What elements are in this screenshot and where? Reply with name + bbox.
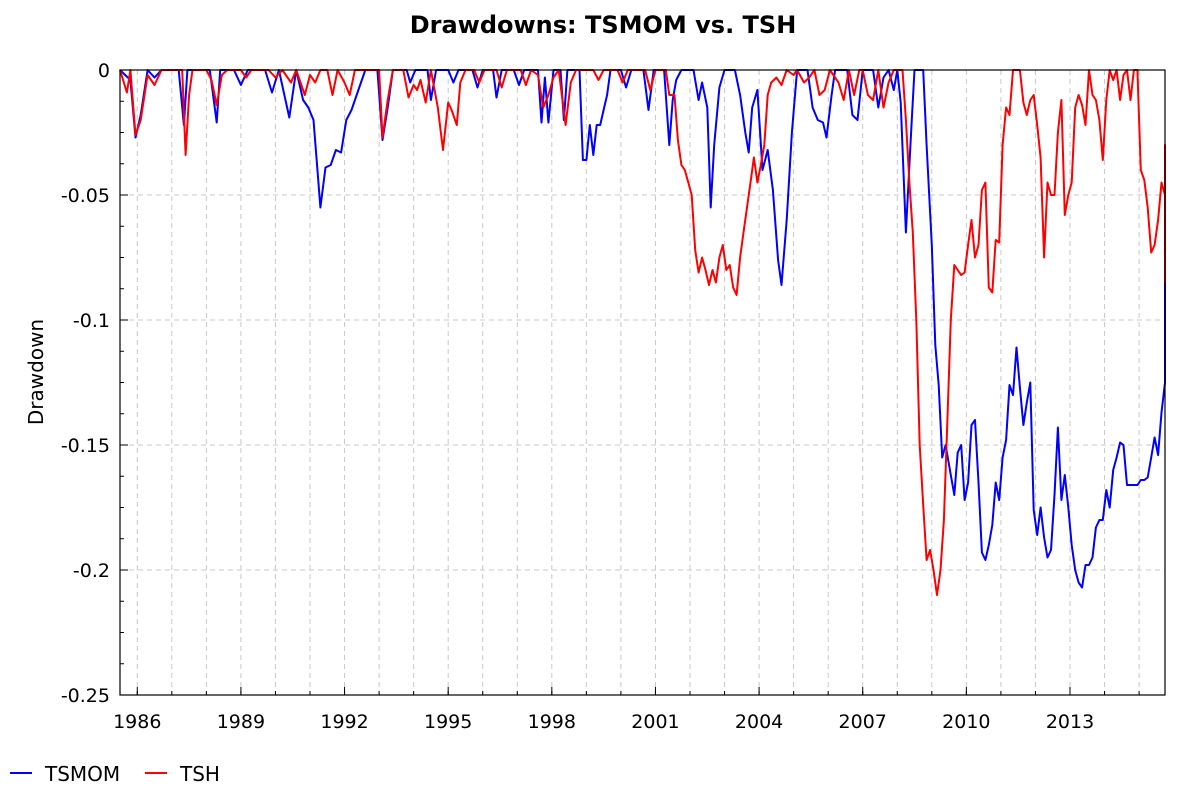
legend-label-tsh: TSH: [179, 762, 220, 786]
legend-label-tsmom: TSMOM: [44, 762, 120, 786]
y-axis-title: Drawdown: [24, 319, 48, 425]
x-tick-label: 2007: [839, 711, 887, 733]
y-axis-tick-labels: 0 -0.05 -0.1 -0.15 -0.2 -0.25: [61, 60, 110, 707]
x-tick-label: 2001: [631, 711, 679, 733]
series-line-tsmom: [119, 69, 1166, 589]
plot-area-frame: [119, 69, 1166, 696]
series-line-tsh: [119, 69, 1166, 596]
x-tick-label: 2004: [735, 711, 783, 733]
x-tick-label: 1995: [424, 711, 472, 733]
x-axis-tick-labels: 1986 1989 1992 1995 1998 2001 2004 2007 2010 2013: [113, 711, 1094, 733]
y-tick-label: -0.1: [73, 310, 110, 332]
legend: TSMOM TSH: [10, 762, 220, 786]
x-tick-label: 1986: [113, 711, 161, 733]
y-tick-label: -0.15: [61, 435, 110, 457]
y-tick-label: -0.2: [73, 560, 110, 582]
x-tick-label: 1998: [528, 711, 576, 733]
axis-ticks: [120, 69, 1140, 696]
y-tick-label: 0: [98, 60, 110, 82]
x-tick-label: 1992: [320, 711, 368, 733]
y-tick-label: -0.25: [61, 685, 110, 707]
series-lines: [119, 69, 1166, 596]
y-tick-label: -0.05: [61, 185, 110, 207]
x-tick-label: 2010: [942, 711, 990, 733]
x-tick-label: 2013: [1046, 711, 1094, 733]
grid-lines: [120, 69, 1165, 695]
chart-title: Drawdowns: TSMOM vs. TSH: [410, 11, 797, 39]
x-tick-label: 1989: [217, 711, 265, 733]
